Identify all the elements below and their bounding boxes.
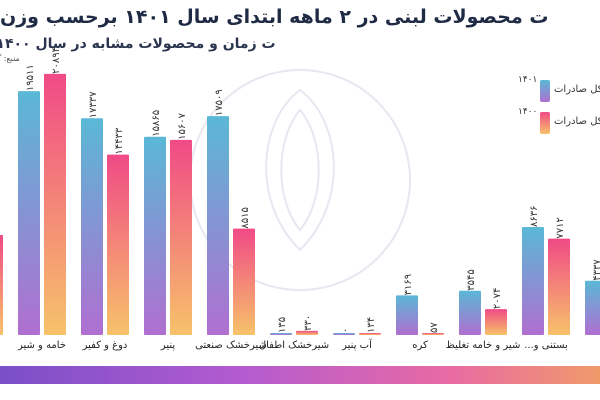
category-label-1: خامه و شیر	[17, 340, 66, 351]
data-label-1401-6: ۰	[340, 328, 351, 333]
bottom-band	[0, 366, 600, 384]
bar-1400-4	[233, 228, 255, 335]
data-label-1401-7: ۳۱۶۹	[403, 274, 414, 295]
bar-1401-4	[207, 116, 229, 335]
data-label-1400-4: ۸۵۱۵	[240, 207, 251, 228]
data-label-1401-10: ۴۳۳۷	[592, 259, 600, 281]
data-label-1400-2: ۱۴۴۳۳	[114, 127, 125, 154]
legend-year-1401: ۱۴۰۱	[518, 75, 538, 85]
category-label-5: شیرخشک اطفال	[259, 340, 329, 351]
bar-1401-6	[333, 333, 355, 335]
category-label-2: دوغ و کفیر	[82, 340, 128, 351]
bar-1400-1	[44, 73, 66, 335]
bar-1401-7	[396, 295, 418, 335]
data-label-1400-6: ۱۳۴	[366, 317, 377, 333]
legend-item-1401: ۱۴۰۱ کل صادرات	[518, 75, 600, 102]
data-label-1400-1: ۲۰۸۹۴	[51, 47, 62, 74]
legend-swatch-1401	[540, 80, 550, 102]
data-label-1401-4: ۱۷۵۰۹	[214, 89, 225, 116]
bar-1401-3	[144, 136, 166, 335]
bar-1401-2	[81, 118, 103, 335]
legend-label-1400: کل صادرات	[554, 116, 600, 127]
data-label-1400-7: ۵۷	[429, 322, 440, 333]
data-label-1401-3: ۱۵۸۶۵	[151, 110, 162, 137]
bar-1400-7	[422, 333, 444, 335]
bar-1400-6	[359, 333, 381, 335]
bar-1400-3	[170, 139, 192, 335]
chart-subtitle: ت زمان و محصولات مشابه در سال ۱۴۰۰)	[0, 36, 276, 52]
legend-label-1401: کل صادرات	[554, 84, 600, 95]
chart-title: ت محصولات لبنی در ۲ ماهه ابتدای سال ۱۴۰۱…	[0, 6, 549, 28]
bar-1401-5	[270, 333, 292, 335]
data-label-1401-8: ۳۵۴۵	[466, 269, 477, 290]
data-label-1400-9: ۷۷۱۲	[555, 217, 566, 238]
bar-1401-1	[18, 91, 40, 335]
source-note: منبع: گ	[0, 54, 20, 63]
bar-1400-8	[485, 309, 507, 335]
data-label-1401-2: ۱۷۳۳۷	[88, 91, 99, 118]
category-label-4: شیرخشک صنعتی	[195, 340, 267, 351]
bar-1401-8	[459, 290, 481, 335]
legend-swatch-1400	[540, 112, 550, 134]
bar-1400-2	[107, 154, 129, 335]
category-label-9: بستنی و...	[524, 340, 568, 351]
data-label-1401-5: ۱۳۵	[277, 317, 288, 333]
data-label-1400-8: ۲۰۷۴	[492, 288, 503, 309]
data-label-1400-5: ۳۳۰	[303, 315, 314, 331]
category-label-8: شیر و خامه تغلیظ	[446, 340, 521, 351]
bar-1401-9	[522, 227, 544, 335]
data-label-1401-1: ۱۹۵۱۱	[25, 64, 36, 91]
bar-1400-9	[548, 238, 570, 335]
bar-1401-10	[585, 280, 600, 335]
bar-1400-0	[0, 235, 3, 335]
data-label-1401-9: ۸۶۳۶	[529, 206, 540, 227]
legend-year-1400: ۱۴۰۰	[518, 107, 538, 117]
bar-1400-5	[296, 330, 318, 335]
category-label-7: کره	[412, 340, 428, 351]
category-label-3: پنیر	[160, 340, 176, 351]
legend-item-1400: ۱۴۰۰ کل صادرات	[518, 107, 600, 134]
data-label-1400-3: ۱۵۶۰۷	[177, 112, 188, 139]
category-label-6: آب پنیر	[341, 338, 373, 351]
